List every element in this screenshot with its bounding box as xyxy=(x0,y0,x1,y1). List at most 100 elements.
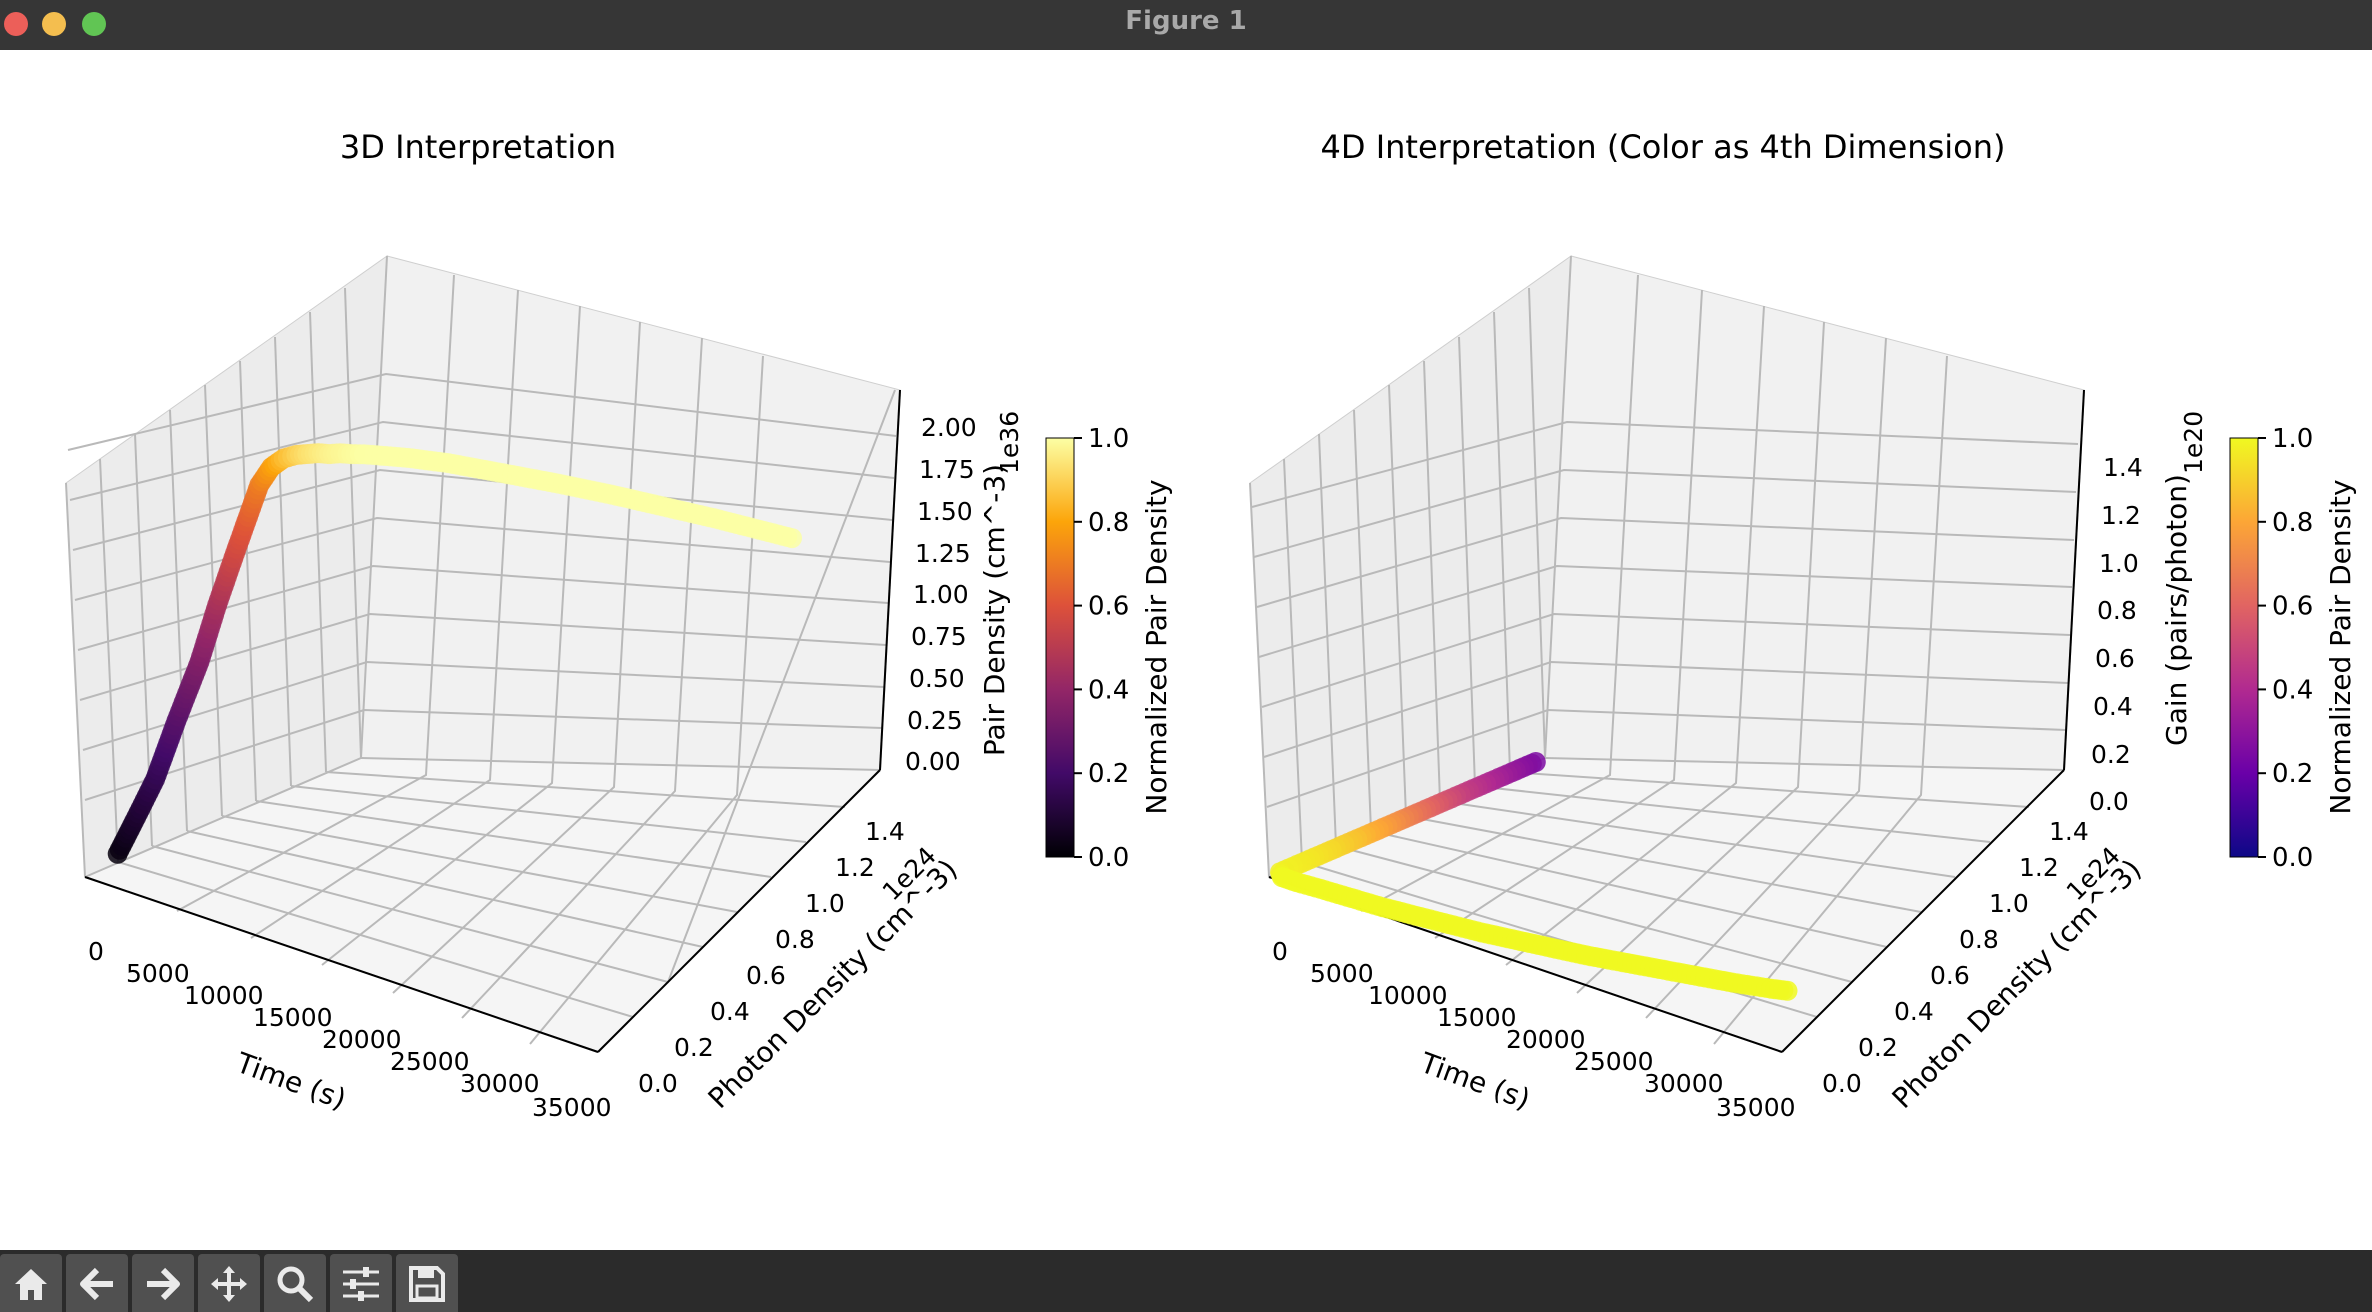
data-point xyxy=(1777,980,1798,1001)
data-point xyxy=(782,528,802,549)
x-tick-label: 10000 xyxy=(1368,981,1448,1010)
back-button[interactable] xyxy=(66,1254,128,1312)
x-tick-label: 15000 xyxy=(253,1003,333,1032)
colorbar-tick-label: 0.4 xyxy=(2272,675,2313,705)
y-tick-label: 1.4 xyxy=(865,817,905,846)
y-tick-label: 1.2 xyxy=(2019,853,2059,882)
y-tick-label: 0.6 xyxy=(746,961,786,990)
y-tick-label: 1.0 xyxy=(805,889,845,918)
y-axis-line xyxy=(1781,769,2065,1053)
z-tick-label: 1.75 xyxy=(919,455,975,484)
z-tick-label: 1.00 xyxy=(913,580,969,609)
colorbar-tick-label: 0.8 xyxy=(2272,508,2313,538)
colorbar-tick-label: 0.6 xyxy=(2272,592,2313,622)
x-tick-label: 0 xyxy=(88,937,104,966)
colorbar-tick-label: 1.0 xyxy=(2272,424,2313,454)
x-tick-label: 35000 xyxy=(1716,1093,1796,1122)
x-tick-labels: 0 5000 10000 15000 20000 25000 30000 350… xyxy=(1272,937,1796,1122)
colorbar-tick-label: 0.6 xyxy=(1088,592,1129,622)
colorbar-ticks: 0.0 0.2 0.4 0.6 0.8 1.0 xyxy=(2258,424,2313,873)
plot-3d-interpretation[interactable]: 3D Interpretation xyxy=(65,128,1173,1122)
zoom-button[interactable] xyxy=(264,1254,326,1312)
z-tick-labels: 0.0 0.2 0.4 0.6 0.8 1.0 1.2 1.4 xyxy=(2089,453,2143,816)
z-tick-label: 1.2 xyxy=(2101,501,2141,530)
z-tick-label: 0.50 xyxy=(909,664,965,693)
y-tick-label: 0.4 xyxy=(710,997,750,1026)
window-maximize-button[interactable] xyxy=(82,12,106,36)
y-tick-labels: 0.0 0.2 0.4 0.6 0.8 1.0 1.2 1.4 xyxy=(638,817,905,1098)
zoom-icon xyxy=(277,1266,314,1303)
figure-canvas[interactable]: 3D Interpretation xyxy=(0,50,2372,1250)
z-axis-label: Gain (pairs/photon) xyxy=(2160,474,2193,746)
y-tick-label: 0.6 xyxy=(1930,961,1970,990)
z-tick-label: 0.25 xyxy=(907,706,963,735)
x-axis-line xyxy=(84,876,599,1053)
save-button[interactable] xyxy=(396,1254,458,1312)
z-tick-label: 1.50 xyxy=(917,497,973,526)
y-tick-label: 0.0 xyxy=(1822,1069,1862,1098)
forward-arrow-icon xyxy=(147,1267,180,1301)
z-tick-label: 2.00 xyxy=(921,413,977,442)
colorbar-tick-label: 1.0 xyxy=(1088,424,1129,454)
z-axis-line xyxy=(2063,389,2085,771)
z-axis-label: Pair Density (cm^-3) xyxy=(978,464,1011,756)
configure-subplots-icon xyxy=(343,1267,379,1301)
y-tick-label: 0.8 xyxy=(775,925,815,954)
x-tick-label: 15000 xyxy=(1437,1003,1517,1032)
y-tick-label: 0.4 xyxy=(1894,997,1934,1026)
plot-4d-interpretation[interactable]: 4D Interpretation (Color as 4th Dimensio… xyxy=(1249,128,2357,1122)
y-tick-label: 0.2 xyxy=(1858,1033,1898,1062)
x-tick-label: 35000 xyxy=(532,1093,612,1122)
y-tick-label: 0.8 xyxy=(1959,925,1999,954)
back-arrow-icon xyxy=(80,1267,113,1301)
x-axis-label: Time (s) xyxy=(231,1046,350,1116)
chart-title: 4D Interpretation (Color as 4th Dimensio… xyxy=(1321,128,2006,166)
pan-icon xyxy=(211,1266,247,1302)
figure-svg: 3D Interpretation xyxy=(65,128,2357,1122)
z-tick-label: 0.00 xyxy=(905,747,961,776)
z-tick-label: 1.25 xyxy=(915,539,971,568)
window-titlebar: Figure 1 xyxy=(0,0,2372,50)
forward-button[interactable] xyxy=(132,1254,194,1312)
z-tick-label: 0.75 xyxy=(911,622,967,651)
z-tick-label: 0.2 xyxy=(2091,740,2131,769)
x-tick-label: 30000 xyxy=(1644,1069,1724,1098)
configure-subplots-button[interactable] xyxy=(330,1254,392,1312)
window-minimize-button[interactable] xyxy=(42,12,66,36)
x-tick-label: 25000 xyxy=(390,1047,470,1076)
y-tick-label: 1.4 xyxy=(2049,817,2089,846)
x-tick-label: 20000 xyxy=(1506,1025,1586,1054)
colorbar-ticks: 0.0 0.2 0.4 0.6 0.8 1.0 xyxy=(1074,424,1129,873)
data-points xyxy=(107,443,802,864)
z-tick-label: 0.6 xyxy=(2095,644,2135,673)
pan-button[interactable] xyxy=(198,1254,260,1312)
window-close-button[interactable] xyxy=(4,12,28,36)
x-tick-label: 5000 xyxy=(126,959,190,988)
pane-back xyxy=(1544,255,2085,771)
y-tick-labels: 0.0 0.2 0.4 0.6 0.8 1.0 1.2 1.4 xyxy=(1822,817,2089,1098)
x-tick-label: 20000 xyxy=(322,1025,402,1054)
colorbar xyxy=(2229,437,2259,858)
colorbar-tick-label: 0.8 xyxy=(1088,508,1129,538)
z-tick-label: 0.0 xyxy=(2089,787,2129,816)
home-icon xyxy=(15,1269,47,1300)
home-button[interactable] xyxy=(0,1254,62,1312)
z-tick-label: 0.4 xyxy=(2093,692,2133,721)
colorbar-label: Normalized Pair Density xyxy=(2324,479,2357,814)
x-tick-label: 30000 xyxy=(460,1069,540,1098)
z-tick-label: 1.0 xyxy=(2099,549,2139,578)
x-tick-label: 0 xyxy=(1272,937,1288,966)
colorbar-tick-label: 0.0 xyxy=(2272,843,2313,873)
colorbar-tick-label: 0.0 xyxy=(1088,843,1129,873)
colorbar-tick-label: 0.4 xyxy=(1088,675,1129,705)
chart-title: 3D Interpretation xyxy=(340,128,616,166)
navigation-toolbar xyxy=(0,1250,2372,1312)
x-axis-label: Time (s) xyxy=(1415,1046,1534,1116)
y-axis-line xyxy=(597,769,881,1053)
y-tick-label: 0.2 xyxy=(674,1033,714,1062)
y-tick-label: 1.0 xyxy=(1989,889,2029,918)
x-tick-label: 5000 xyxy=(1310,959,1374,988)
y-tick-label: 0.0 xyxy=(638,1069,678,1098)
z-axis-offset: 1e20 xyxy=(2179,411,2208,474)
z-tick-label: 0.8 xyxy=(2097,596,2137,625)
